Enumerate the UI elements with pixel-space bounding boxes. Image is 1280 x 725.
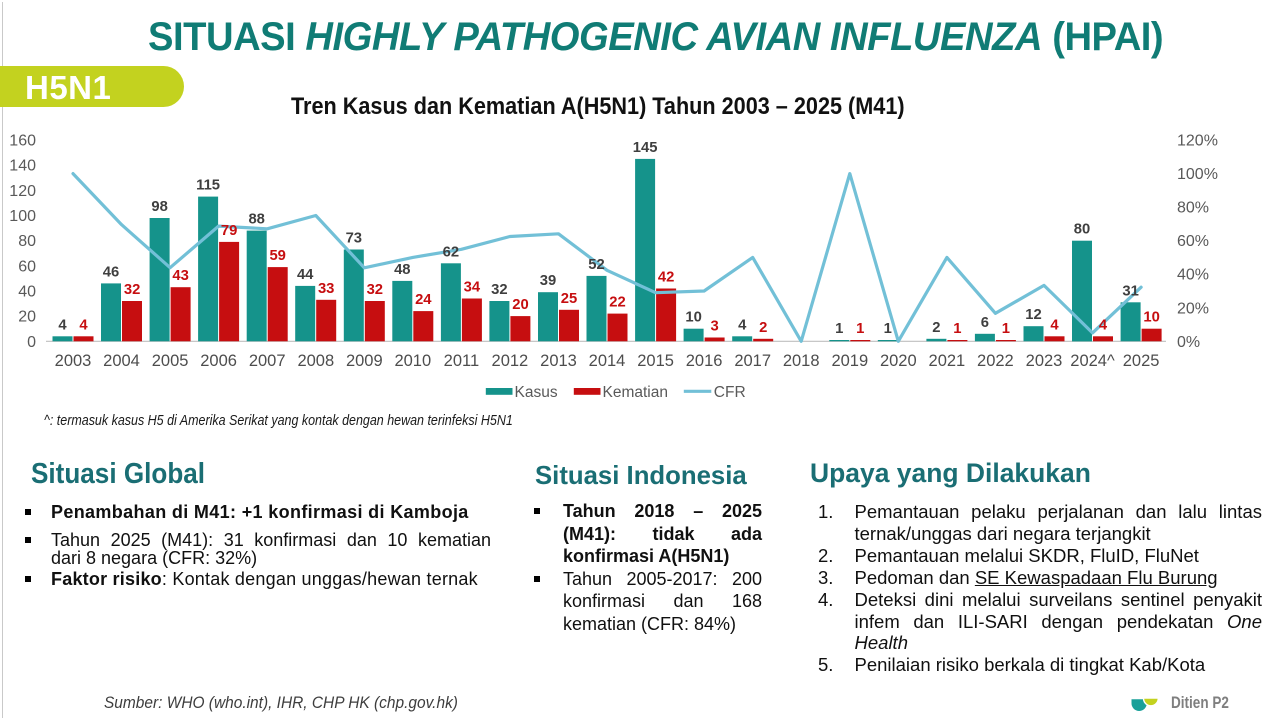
svg-text:1: 1: [953, 321, 961, 337]
svg-text:3: 3: [710, 319, 718, 335]
svg-text:80%: 80%: [1177, 200, 1209, 217]
svg-text:32: 32: [124, 282, 140, 298]
svg-text:2: 2: [932, 320, 940, 336]
svg-text:80: 80: [18, 233, 36, 250]
svg-text:100: 100: [9, 208, 36, 225]
svg-text:1: 1: [884, 321, 892, 337]
svg-text:0%: 0%: [1177, 334, 1200, 351]
svg-text:2003: 2003: [55, 352, 92, 370]
svg-text:1: 1: [1002, 321, 1010, 337]
svg-text:48: 48: [394, 262, 410, 278]
svg-text:12: 12: [1025, 307, 1041, 323]
svg-text:2009: 2009: [346, 352, 383, 370]
svg-text:2014: 2014: [589, 352, 626, 370]
svg-text:2017: 2017: [734, 352, 771, 370]
svg-text:22: 22: [609, 295, 625, 311]
svg-text:Kematian: Kematian: [603, 384, 668, 401]
svg-text:88: 88: [248, 212, 264, 228]
svg-text:2020: 2020: [880, 352, 917, 370]
svg-text:1: 1: [835, 321, 843, 337]
svg-text:4: 4: [58, 317, 67, 333]
svg-text:140: 140: [9, 158, 36, 175]
svg-text:4: 4: [79, 317, 88, 333]
svg-text:33: 33: [318, 281, 334, 297]
svg-text:79: 79: [221, 223, 237, 239]
svg-text:2021: 2021: [929, 352, 966, 370]
svg-text:34: 34: [464, 280, 481, 296]
svg-text:2025: 2025: [1123, 352, 1160, 370]
svg-text:Kasus: Kasus: [515, 384, 558, 401]
svg-text:43: 43: [172, 268, 188, 284]
svg-text:6: 6: [981, 315, 989, 331]
svg-text:160: 160: [9, 133, 36, 150]
svg-text:2004: 2004: [103, 352, 140, 370]
svg-text:120: 120: [9, 183, 36, 200]
svg-text:46: 46: [103, 264, 119, 280]
svg-text:2015: 2015: [637, 352, 674, 370]
svg-text:2005: 2005: [152, 352, 189, 370]
svg-text:2007: 2007: [249, 352, 286, 370]
svg-text:40%: 40%: [1177, 267, 1209, 284]
svg-text:2: 2: [759, 320, 767, 336]
svg-text:60: 60: [18, 258, 36, 275]
svg-text:2011: 2011: [444, 352, 479, 370]
svg-text:120%: 120%: [1177, 133, 1218, 150]
svg-text:0: 0: [27, 334, 36, 351]
svg-text:10: 10: [685, 310, 701, 326]
svg-text:24: 24: [415, 292, 432, 308]
svg-text:32: 32: [491, 282, 507, 298]
svg-text:73: 73: [346, 231, 362, 247]
svg-text:145: 145: [633, 140, 658, 156]
svg-text:2013: 2013: [540, 352, 577, 370]
svg-text:4: 4: [1099, 317, 1108, 333]
svg-text:31: 31: [1122, 283, 1138, 299]
svg-text:20: 20: [18, 309, 36, 326]
svg-text:4: 4: [1050, 317, 1059, 333]
svg-text:2016: 2016: [686, 352, 723, 370]
svg-text:42: 42: [658, 270, 674, 286]
svg-text:2010: 2010: [394, 352, 431, 370]
svg-text:40: 40: [18, 284, 36, 301]
svg-text:98: 98: [151, 199, 167, 215]
svg-text:44: 44: [297, 267, 314, 283]
svg-text:20: 20: [512, 297, 528, 313]
svg-text:60%: 60%: [1177, 233, 1209, 250]
svg-text:32: 32: [367, 282, 383, 298]
svg-text:25: 25: [561, 291, 577, 307]
svg-text:62: 62: [443, 244, 459, 260]
svg-text:80: 80: [1074, 222, 1090, 238]
svg-text:2018: 2018: [783, 352, 820, 370]
svg-text:2022: 2022: [977, 352, 1014, 370]
svg-text:CFR: CFR: [714, 384, 746, 401]
svg-text:39: 39: [540, 273, 556, 289]
svg-text:52: 52: [588, 257, 604, 273]
svg-text:2023: 2023: [1026, 352, 1063, 370]
svg-text:2019: 2019: [831, 352, 868, 370]
svg-text:4: 4: [738, 317, 747, 333]
svg-text:10: 10: [1143, 310, 1159, 326]
svg-text:2024^: 2024^: [1070, 352, 1115, 370]
svg-text:20%: 20%: [1177, 300, 1209, 317]
svg-text:2006: 2006: [200, 352, 237, 370]
svg-text:115: 115: [196, 178, 220, 194]
svg-text:59: 59: [269, 248, 285, 264]
svg-text:1: 1: [856, 321, 864, 337]
svg-text:2012: 2012: [492, 352, 529, 370]
svg-text:2008: 2008: [297, 352, 334, 370]
svg-text:100%: 100%: [1177, 166, 1218, 183]
